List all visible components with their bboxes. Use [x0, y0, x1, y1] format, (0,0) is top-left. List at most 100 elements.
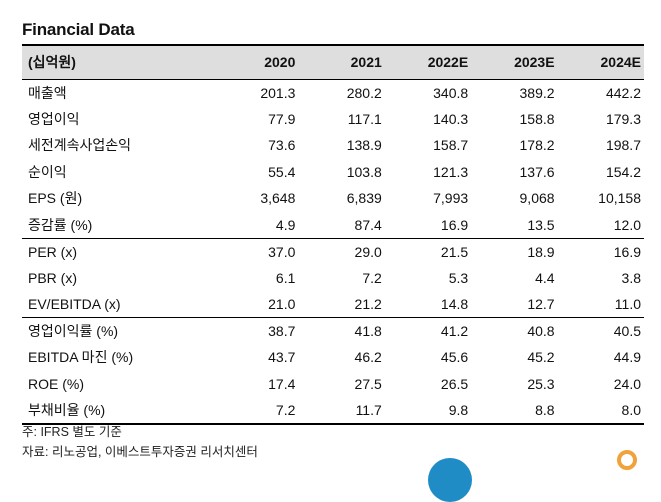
table-row: 부채비율 (%) 7.2 11.7 9.8 8.8 8.0: [22, 397, 644, 425]
table-row: ROE (%) 17.4 27.5 26.5 25.3 24.0: [22, 371, 644, 398]
table-row: EV/EBITDA (x) 21.0 21.2 14.8 12.7 11.0: [22, 291, 644, 318]
table-cell: 40.8: [471, 317, 558, 344]
table-cell: 154.2: [605, 163, 641, 180]
table-cell: 178.2: [519, 137, 555, 154]
table-cell: 4.4: [535, 269, 555, 286]
table-header-row: (십억원) 2020 2021 2022E 2023E 2024E: [22, 44, 644, 80]
page-title: Financial Data: [22, 20, 135, 39]
column-header-2024e: 2024E: [557, 44, 644, 80]
table-cell: 41.8: [298, 317, 385, 344]
table-cell: 389.2: [519, 84, 555, 101]
financial-data-table: (십억원) 2020 2021 2022E 2023E 2024E 매출액 20…: [22, 44, 644, 425]
table-row: PER (x) 37.0 29.0 21.5 18.9 16.9: [22, 237, 644, 265]
table-cell: 46.2: [354, 349, 382, 366]
row-label: PBR (x): [28, 269, 77, 286]
row-label: 영업이익: [28, 110, 80, 127]
table-cell: 12.7: [527, 296, 555, 312]
table-cell: 38.7: [212, 317, 299, 344]
table-cell: 16.9: [440, 216, 469, 233]
table-cell: 7.2: [362, 269, 382, 286]
table-cell: 13.5: [527, 216, 555, 233]
column-header-2022e: 2022E: [384, 44, 472, 80]
row-label: EPS (원): [28, 190, 83, 207]
table-row: 영업이익률 (%) 38.7 41.8 41.2 40.8 40.5: [22, 317, 644, 344]
table-row: 매출액 201.3 280.2 340.8 389.2 442.2: [22, 79, 644, 106]
table-cell: 137.6: [519, 163, 555, 180]
table-cell: 17.4: [268, 375, 296, 392]
row-label: 매출액: [28, 84, 67, 101]
table-cell: 44.9: [613, 349, 641, 366]
table-cell: 45.6: [440, 349, 469, 366]
table-row: 증감률 (%) 4.9 87.4 16.9 13.5 12.0: [22, 212, 644, 239]
table-cell: 5.3: [448, 269, 469, 286]
basis-note: 주: IFRS 별도 기준: [22, 425, 122, 439]
table-cell: 43.7: [268, 349, 296, 366]
table-cell: 340.8: [433, 84, 469, 101]
table-cell: 27.5: [354, 375, 382, 392]
table-cell: 12.0: [613, 216, 641, 233]
table-cell: 25.3: [527, 375, 555, 392]
table-cell: 4.9: [275, 216, 296, 233]
table-cell: 6.1: [275, 269, 296, 286]
table-cell: 40.5: [557, 317, 644, 344]
row-label: 세전계속사업손익: [28, 137, 132, 154]
table-cell: 3.8: [621, 269, 641, 286]
table-cell: 18.9: [471, 237, 558, 265]
table-row: 세전계속사업손익 73.6 138.9 158.7 178.2 198.7: [22, 132, 644, 159]
table-cell: 77.9: [268, 110, 296, 127]
table-cell: 24.0: [613, 375, 641, 392]
row-label: EBITDA 마진 (%): [28, 349, 134, 366]
table-cell: 6,839: [346, 190, 382, 207]
table-cell: 26.5: [440, 375, 469, 392]
table-cell: 121.3: [433, 163, 469, 180]
row-label: ROE (%): [28, 375, 84, 392]
table-row: PBR (x) 6.1 7.2 5.3 4.4 3.8: [22, 265, 644, 292]
table-cell: 117.1: [347, 110, 382, 127]
table-cell: 138.9: [346, 137, 382, 154]
table-cell: 10,158: [598, 190, 641, 207]
table-cell: 140.3: [433, 110, 469, 127]
table-cell: 41.2: [384, 317, 472, 344]
column-header-2021: 2021: [298, 44, 385, 80]
table-cell: 16.9: [557, 237, 644, 265]
table-cell: 3,648: [260, 190, 296, 207]
table-cell: 103.8: [346, 163, 382, 180]
table-cell: 21.0: [268, 296, 296, 312]
table-cell: 45.2: [527, 349, 555, 366]
table-cell: 179.3: [605, 110, 641, 127]
table-cell: 11.7: [298, 397, 385, 425]
source-note: 자료: 리노공업, 이베스트투자증권 리서치센터: [22, 445, 258, 459]
table-cell: 73.6: [268, 137, 296, 154]
row-label: 순이익: [28, 163, 67, 180]
table-cell: 55.4: [268, 163, 296, 180]
table-cell: 7,993: [433, 190, 469, 207]
table-cell: 201.3: [260, 84, 296, 101]
brand-logo-blue-circle-icon: [428, 458, 472, 502]
table-cell: 87.4: [354, 216, 382, 233]
row-label: 부채비율 (%): [22, 397, 212, 425]
table-row: EBITDA 마진 (%) 43.7 46.2 45.6 45.2 44.9: [22, 344, 644, 371]
table-cell: 442.2: [605, 84, 641, 101]
column-header-2023e: 2023E: [471, 44, 558, 80]
table-cell: 29.0: [298, 237, 385, 265]
row-label: 증감률 (%): [28, 216, 93, 233]
table-cell: 37.0: [212, 237, 299, 265]
table-row: 영업이익 77.9 117.1 140.3 158.8 179.3: [22, 106, 644, 133]
table-cell: 280.2: [346, 84, 382, 101]
table-row: EPS (원) 3,648 6,839 7,993 9,068 10,158: [22, 185, 644, 212]
table-cell: 9.8: [384, 397, 472, 425]
table-cell: 11.0: [614, 296, 641, 312]
table-cell: 158.7: [433, 137, 469, 154]
table-cell: 21.2: [354, 296, 382, 312]
row-label: EV/EBITDA (x): [28, 296, 121, 312]
table-cell: 158.8: [519, 110, 555, 127]
unit-header: (십억원): [22, 44, 212, 80]
table-cell: 8.0: [557, 397, 644, 425]
table-cell: 14.8: [440, 296, 469, 312]
table-cell: 21.5: [384, 237, 472, 265]
brand-logo-orange-ring-icon: [617, 450, 637, 470]
row-label: 영업이익률 (%): [22, 317, 212, 344]
table-cell: 8.8: [471, 397, 558, 425]
table-row: 순이익 55.4 103.8 121.3 137.6 154.2: [22, 159, 644, 186]
table-cell: 198.7: [605, 137, 641, 154]
